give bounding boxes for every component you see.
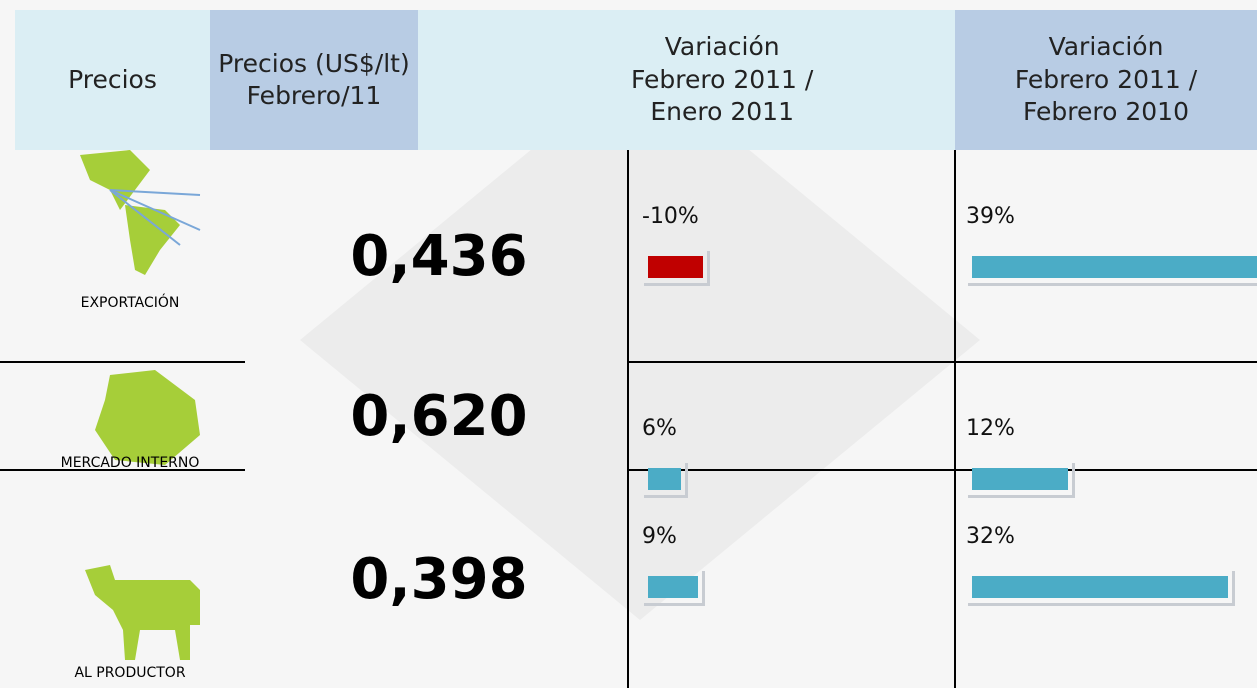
header-text: Variación Febrero 2011 / Enero 2011: [631, 32, 814, 127]
bar: [648, 468, 681, 490]
bar-frame: [968, 571, 1235, 606]
row-line: [627, 469, 1257, 471]
row-line: [627, 361, 1257, 363]
header-cell: Variación Febrero 2011 / Febrero 2010: [955, 10, 1257, 150]
percent-label: 6%: [642, 416, 677, 441]
price-value: 0,436: [350, 223, 528, 289]
uruguay-icon: [95, 370, 200, 465]
americas-icon: [80, 150, 201, 275]
header-cell: Precios (US$/lt) Febrero/11: [210, 10, 418, 150]
bar-frame: [644, 251, 710, 286]
percent-label: -10%: [642, 204, 699, 229]
column-line: [954, 150, 956, 688]
bar-frame: [968, 463, 1075, 498]
row-label: MERCADO INTERNO: [60, 455, 200, 471]
bar: [972, 576, 1228, 598]
row-label: EXPORTACIÓN: [80, 295, 180, 311]
percent-label: 9%: [642, 524, 677, 549]
cow-icon: [85, 565, 200, 660]
price-value: 0,620: [350, 383, 528, 449]
row-line: [0, 469, 245, 471]
bar: [972, 256, 1257, 278]
bar-frame: [644, 571, 705, 606]
percent-label: 32%: [966, 524, 1015, 549]
header-cell: Variación Febrero 2011 / Enero 2011: [418, 10, 955, 150]
percent-label: 39%: [966, 204, 1015, 229]
header-cell: Precios: [15, 10, 210, 150]
column-line: [627, 150, 629, 688]
bar-frame: [968, 251, 1257, 286]
bar: [648, 576, 698, 598]
row-label: AL PRODUCTOR: [74, 665, 186, 681]
price-value: 0,398: [350, 546, 528, 612]
percent-label: 12%: [966, 416, 1015, 441]
bar-frame: [644, 463, 688, 498]
row-line: [0, 361, 245, 363]
bar: [972, 468, 1068, 490]
bar: [648, 256, 703, 278]
